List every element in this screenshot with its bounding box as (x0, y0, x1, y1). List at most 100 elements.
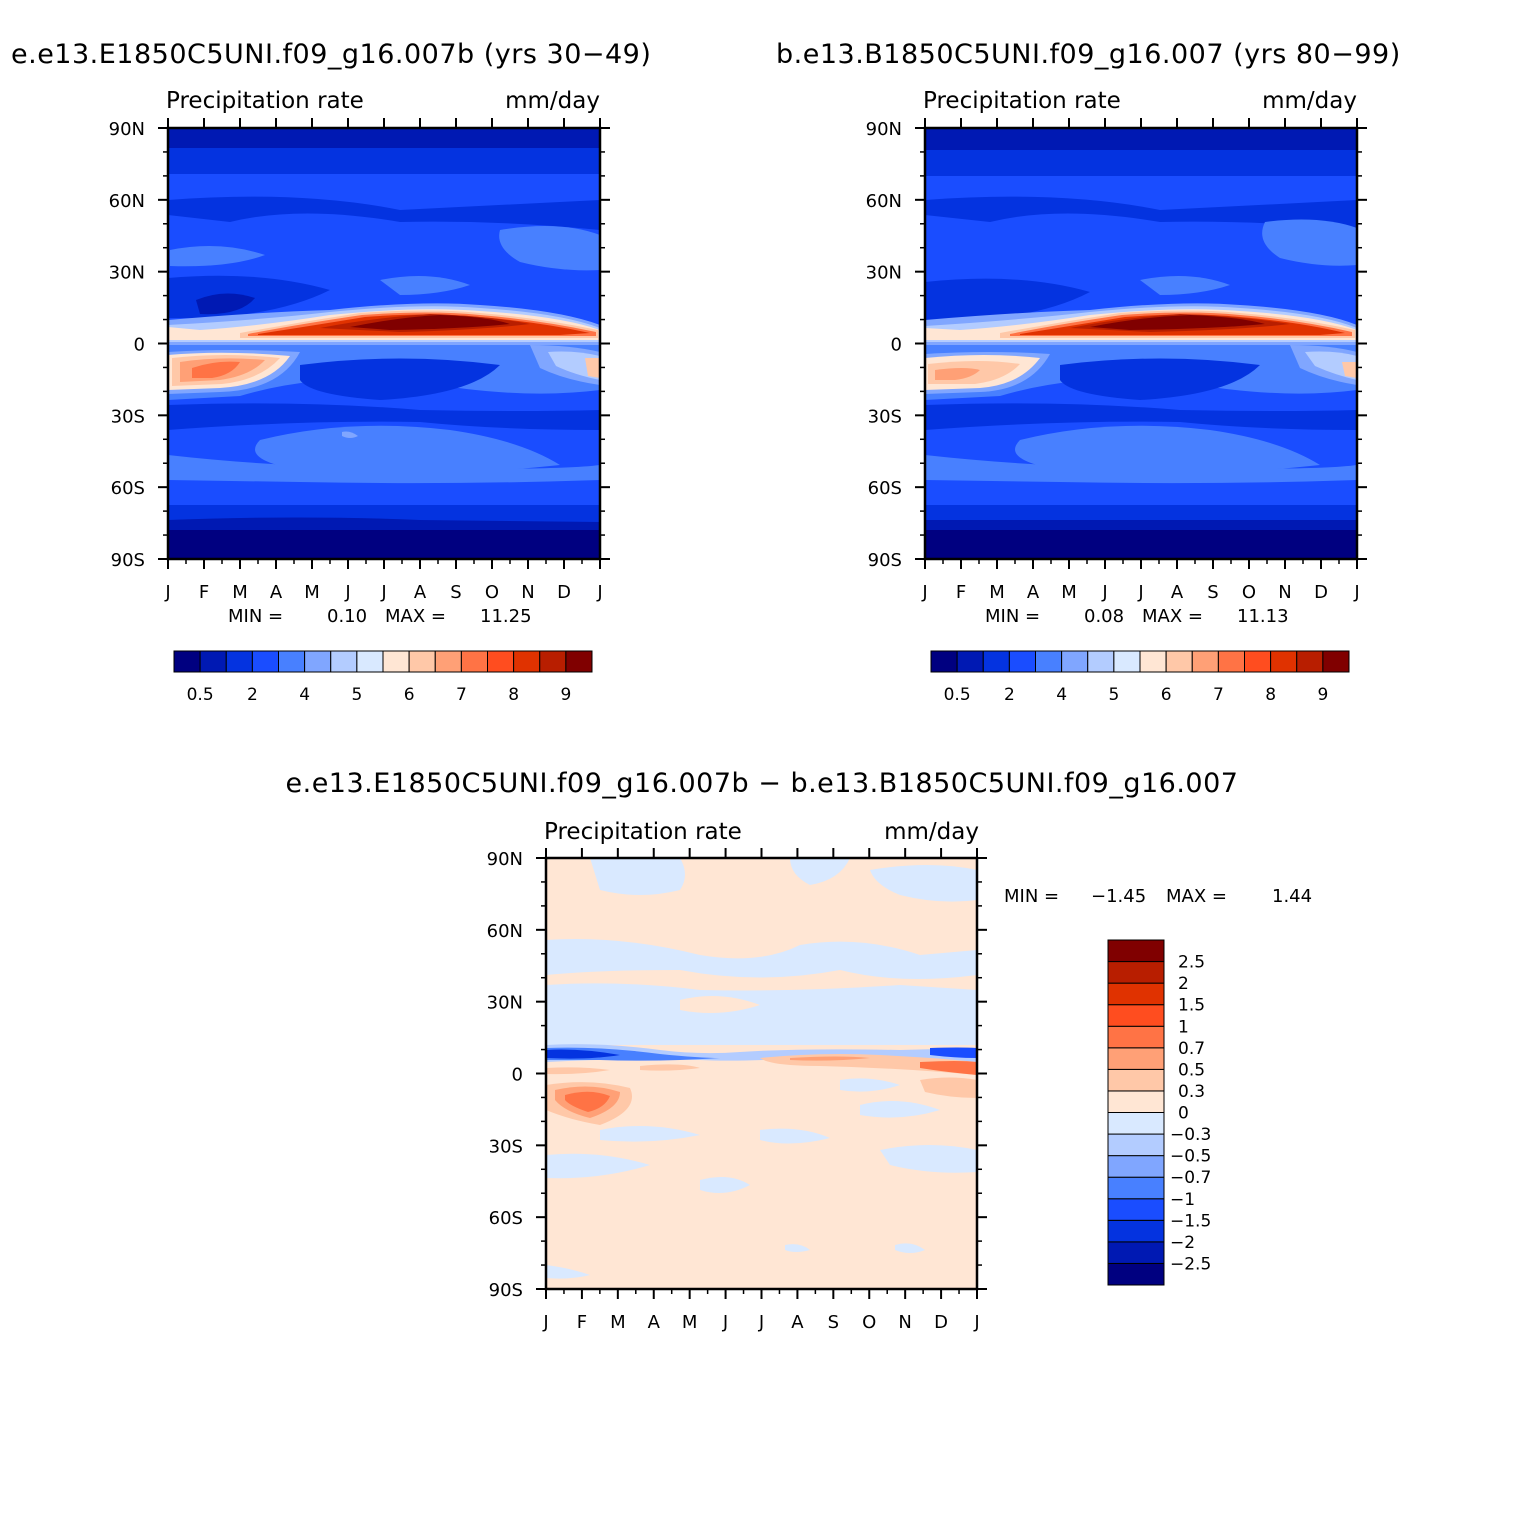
colorbar-swatch (565, 650, 593, 673)
colorbar-label: 8 (1265, 685, 1276, 705)
x-tick-label: N (898, 1312, 911, 1333)
y-tick-label: 30S (111, 406, 145, 427)
panel2-min-label: MIN = (985, 606, 1040, 627)
colorbar-label: −0.5 (1170, 1147, 1211, 1167)
x-tick-label: M (682, 1312, 698, 1333)
y-tick-label: 60S (489, 1208, 523, 1229)
y-tick-label: 60N (866, 191, 902, 212)
x-tick-label: J (1137, 582, 1143, 603)
colorbar-swatch (199, 650, 227, 673)
colorbar-label: 9 (1317, 685, 1328, 705)
colorbar-label: 6 (404, 685, 415, 705)
colorbar-swatch (1107, 1198, 1165, 1221)
colorbar-swatch (1270, 650, 1298, 673)
colorbar-swatch (1107, 1219, 1165, 1243)
x-tick-label: J (542, 1312, 548, 1333)
y-tick-label: 60S (868, 478, 902, 499)
x-tick-label: J (722, 1312, 728, 1333)
x-tick-label: F (956, 582, 966, 603)
colorbar-swatch (1107, 1262, 1165, 1286)
x-tick-label: A (648, 1312, 661, 1333)
y-tick-label: 30S (868, 406, 902, 427)
x-tick-label: J (596, 582, 602, 603)
panel3-colorbar: 2.521.510.70.50.30−0.3−0.5−0.7−1−1.5−2−2… (1107, 939, 1211, 1286)
colorbar-swatch (434, 650, 462, 673)
x-tick-label: O (485, 582, 499, 603)
y-tick-label: 30N (109, 263, 145, 284)
colorbar-swatch (1107, 1155, 1165, 1178)
colorbar-swatch (1244, 650, 1272, 673)
x-tick-label: S (450, 582, 461, 603)
x-tick-label: O (1242, 582, 1256, 603)
y-tick-label: 90S (489, 1280, 523, 1301)
colorbar-swatch (1165, 650, 1193, 673)
panel3-max-value: 1.44 (1272, 886, 1312, 907)
x-tick-label: A (270, 582, 283, 603)
panel3-subtitle-right: mm/day (884, 819, 979, 845)
colorbar-swatch (487, 650, 515, 673)
x-tick-label: N (1278, 582, 1291, 603)
colorbar-swatch (1107, 1047, 1165, 1070)
panel2-max-value: 11.13 (1237, 606, 1289, 627)
x-tick-label: J (758, 1312, 764, 1333)
colorbar-label: 0.7 (1178, 1039, 1205, 1059)
colorbar-label: 2 (1178, 974, 1189, 994)
colorbar-swatch (251, 650, 279, 673)
colorbar-swatch (1139, 650, 1167, 673)
x-tick-label: N (521, 582, 534, 603)
colorbar-swatch (1322, 650, 1350, 673)
colorbar-swatch (1107, 1090, 1165, 1113)
colorbar-swatch (1217, 650, 1245, 673)
colorbar-label: −1 (1170, 1190, 1195, 1210)
panel1-min-label: MIN = (228, 606, 283, 627)
colorbar-swatch (1107, 961, 1165, 984)
x-tick-label: J (1101, 582, 1107, 603)
colorbar-swatch (513, 650, 541, 673)
panel3-min-label: MIN = (1004, 886, 1059, 907)
colorbar-swatch (930, 650, 958, 673)
x-tick-label: M (610, 1312, 626, 1333)
colorbar-label: 9 (560, 685, 571, 705)
colorbar-swatch (1107, 1241, 1165, 1264)
colorbar-swatch (1035, 650, 1063, 673)
colorbar-swatch (304, 650, 332, 673)
panel1-max-value: 11.25 (480, 606, 532, 627)
colorbar-swatch (1113, 650, 1141, 673)
x-tick-label: D (557, 582, 571, 603)
colorbar-label: 5 (351, 685, 362, 705)
panel3-max-label: MAX = (1166, 886, 1227, 907)
colorbar-swatch (1061, 650, 1089, 673)
colorbar-label: 0 (1178, 1104, 1189, 1124)
x-tick-label: J (921, 582, 927, 603)
colorbar-swatch (1087, 650, 1115, 673)
panel2-colorbar: 0.5 2 4 5 6 7 8 9 (930, 650, 1350, 705)
colorbar-label: 2.5 (1178, 953, 1205, 973)
panel1-subtitle-right: mm/day (505, 88, 600, 114)
y-tick-label: 0 (134, 335, 145, 356)
colorbar-swatch (1296, 650, 1324, 673)
colorbar-label: 1 (1178, 1017, 1189, 1037)
colorbar-label: −2.5 (1170, 1254, 1211, 1274)
x-tick-label: O (862, 1312, 876, 1333)
colorbar-swatch (1107, 1176, 1165, 1200)
colorbar-swatch (956, 650, 984, 673)
colorbar-swatch (278, 650, 306, 673)
panel2-min-value: 0.08 (1084, 606, 1124, 627)
panel1-max-label: MAX = (385, 606, 446, 627)
y-tick-label: 60N (487, 921, 523, 942)
x-tick-label: A (791, 1312, 804, 1333)
panel1-title: e.e13.E1850C5UNI.f09_g16.007b (yrs 30−49… (11, 39, 651, 70)
y-tick-label: 90N (866, 119, 902, 140)
x-tick-label: M (1061, 582, 1077, 603)
colorbar-swatch (982, 650, 1010, 673)
panel2-subtitle-left: Precipitation rate (923, 88, 1121, 114)
colorbar-swatch (330, 650, 358, 673)
colorbar-swatch (408, 650, 436, 673)
y-tick-label: 60N (109, 191, 145, 212)
x-tick-label: A (414, 582, 427, 603)
colorbar-swatch (173, 650, 201, 673)
panel2-max-label: MAX = (1142, 606, 1203, 627)
colorbar-label: 5 (1108, 685, 1119, 705)
